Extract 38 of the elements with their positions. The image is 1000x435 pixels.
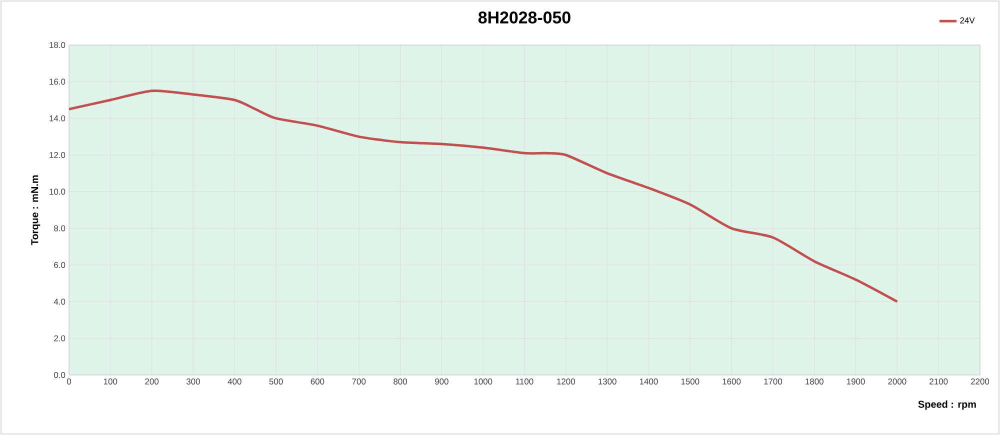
y-tick-label: 16.0 — [50, 78, 66, 85]
chart-title: 8H2028-050 — [478, 12, 570, 24]
x-tick-label: 700 — [352, 378, 366, 385]
x-tick-label: 300 — [186, 378, 200, 385]
x-tick-label: 1400 — [640, 378, 658, 385]
y-tick-label: 4.0 — [54, 298, 66, 305]
y-tick-label: 12.0 — [50, 152, 66, 158]
x-tick-label: 1900 — [847, 378, 865, 385]
x-tick-label: 400 — [228, 378, 242, 385]
x-tick-label: 1500 — [681, 378, 700, 385]
y-tick-label: 6.0 — [54, 262, 66, 268]
y-tick-label: 14.0 — [50, 115, 66, 122]
x-tick-label: 1100 — [516, 378, 534, 385]
x-tick-label: 1000 — [474, 378, 492, 385]
x-tick-label: 500 — [269, 378, 283, 385]
y-tick-label: 10.0 — [50, 188, 66, 195]
x-tick-label: 200 — [145, 378, 159, 385]
x-tick-label: 1300 — [598, 378, 616, 385]
x-tick-label: 1200 — [557, 378, 575, 385]
y-tick-label: 0.0 — [54, 372, 66, 378]
x-tick-label: 1700 — [764, 378, 782, 385]
x-tick-label: 1600 — [722, 378, 741, 385]
line-series — [69, 90, 898, 303]
y-axis-title: Torque : mN.m — [31, 175, 40, 246]
y-tick-label: 2.0 — [54, 335, 66, 342]
x-tick-label: 1800 — [806, 378, 824, 385]
x-axis-title: Speed : rpm — [918, 400, 976, 410]
x-tick-label: 2000 — [888, 378, 906, 385]
x-tick-label: 0 — [66, 378, 72, 385]
y-tick-label: 18.0 — [50, 42, 66, 48]
x-tick-label: 600 — [310, 378, 324, 385]
legend-label: 24V — [960, 17, 975, 24]
x-tick-label: 800 — [394, 378, 408, 385]
x-tick-label: 900 — [435, 378, 448, 385]
x-tick-label: 2100 — [930, 378, 948, 385]
x-tick-label: 2200 — [971, 378, 990, 385]
x-tick-label: 100 — [104, 378, 118, 385]
y-tick-label: 8.0 — [54, 225, 66, 232]
